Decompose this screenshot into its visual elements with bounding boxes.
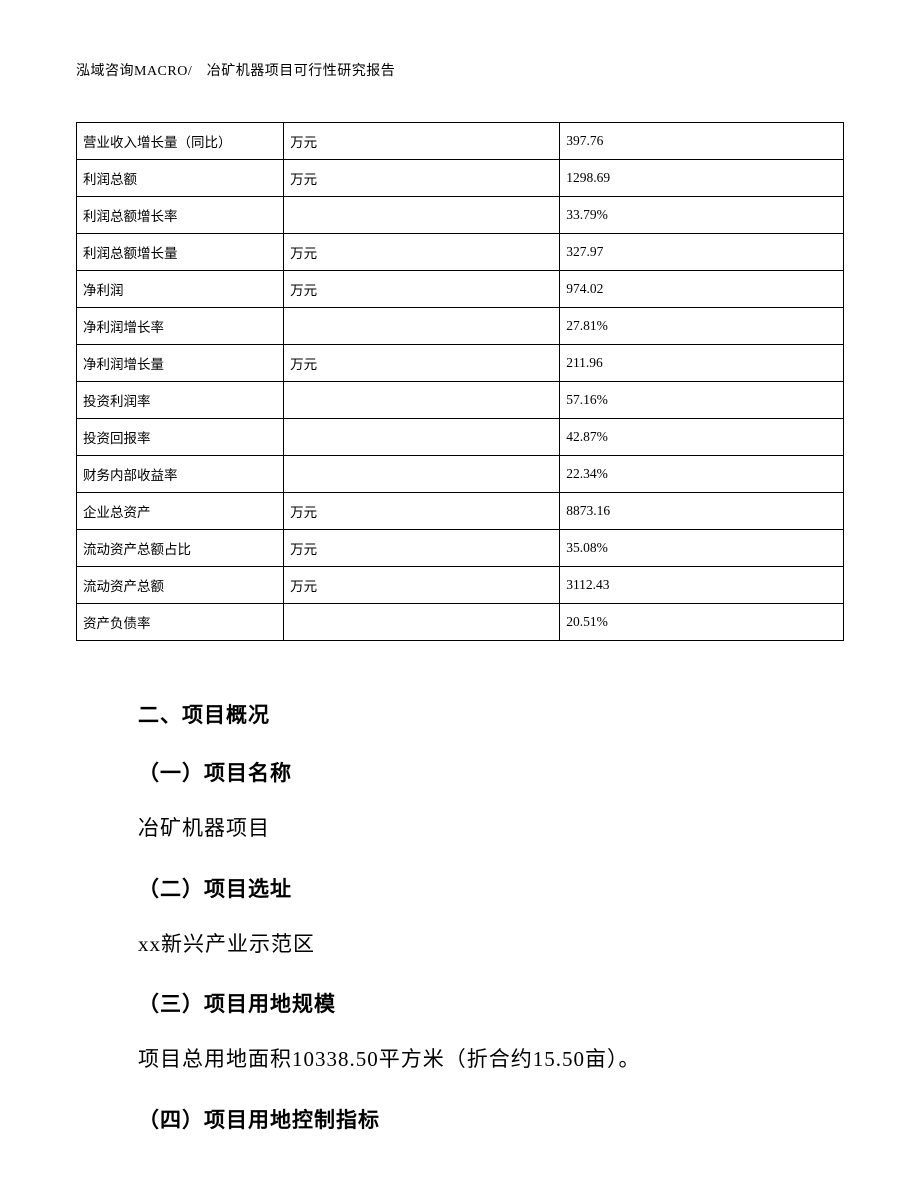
content-body: 二、项目概况 （一）项目名称 冶矿机器项目 （二）项目选址 xx新兴产业示范区 … (76, 699, 844, 1134)
cell-value: 974.02 (560, 271, 844, 308)
cell-label: 资产负债率 (77, 604, 284, 641)
cell-label: 营业收入增长量（同比） (77, 123, 284, 160)
table-row: 投资利润率 57.16% (77, 382, 844, 419)
cell-value: 397.76 (560, 123, 844, 160)
cell-value: 327.97 (560, 234, 844, 271)
cell-value: 20.51% (560, 604, 844, 641)
cell-unit: 万元 (284, 271, 560, 308)
cell-value: 33.79% (560, 197, 844, 234)
cell-label: 净利润增长率 (77, 308, 284, 345)
page-header: 泓域咨询MACRO/ 冶矿机器项目可行性研究报告 (76, 60, 844, 80)
cell-label: 财务内部收益率 (77, 456, 284, 493)
cell-unit: 万元 (284, 530, 560, 567)
cell-value: 211.96 (560, 345, 844, 382)
cell-unit (284, 419, 560, 456)
cell-value: 42.87% (560, 419, 844, 456)
cell-unit: 万元 (284, 234, 560, 271)
table-row: 流动资产总额占比 万元 35.08% (77, 530, 844, 567)
cell-value: 27.81% (560, 308, 844, 345)
table-row: 净利润增长率 27.81% (77, 308, 844, 345)
cell-value: 22.34% (560, 456, 844, 493)
subsection-heading-2: （二）项目选址 (138, 873, 814, 903)
cell-unit (284, 197, 560, 234)
page: 泓域咨询MACRO/ 冶矿机器项目可行性研究报告 营业收入增长量（同比） 万元 … (0, 0, 920, 1191)
subsection-heading-1: （一）项目名称 (138, 757, 814, 787)
table-row: 利润总额增长率 33.79% (77, 197, 844, 234)
table-row: 流动资产总额 万元 3112.43 (77, 567, 844, 604)
cell-value: 57.16% (560, 382, 844, 419)
subsection-body-1: 冶矿机器项目 (138, 813, 814, 845)
cell-unit (284, 308, 560, 345)
table-row: 投资回报率 42.87% (77, 419, 844, 456)
cell-unit (284, 456, 560, 493)
cell-label: 企业总资产 (77, 493, 284, 530)
table-row: 企业总资产 万元 8873.16 (77, 493, 844, 530)
subsection-body-3: 项目总用地面积10338.50平方米（折合约15.50亩）。 (138, 1044, 814, 1076)
section-heading: 二、项目概况 (138, 699, 814, 729)
cell-unit: 万元 (284, 123, 560, 160)
cell-label: 投资回报率 (77, 419, 284, 456)
cell-value: 35.08% (560, 530, 844, 567)
cell-value: 1298.69 (560, 160, 844, 197)
table-row: 利润总额增长量 万元 327.97 (77, 234, 844, 271)
cell-label: 利润总额增长率 (77, 197, 284, 234)
cell-unit (284, 604, 560, 641)
cell-label: 投资利润率 (77, 382, 284, 419)
subsection-heading-4: （四）项目用地控制指标 (138, 1104, 814, 1134)
cell-unit: 万元 (284, 567, 560, 604)
subsection-heading-3: （三）项目用地规模 (138, 988, 814, 1018)
subsection-body-2: xx新兴产业示范区 (138, 929, 814, 961)
cell-unit: 万元 (284, 345, 560, 382)
cell-label: 净利润增长量 (77, 345, 284, 382)
financial-table: 营业收入增长量（同比） 万元 397.76 利润总额 万元 1298.69 利润… (76, 122, 844, 641)
cell-label: 流动资产总额 (77, 567, 284, 604)
cell-unit: 万元 (284, 160, 560, 197)
financial-table-body: 营业收入增长量（同比） 万元 397.76 利润总额 万元 1298.69 利润… (77, 123, 844, 641)
cell-unit: 万元 (284, 493, 560, 530)
cell-label: 流动资产总额占比 (77, 530, 284, 567)
cell-value: 3112.43 (560, 567, 844, 604)
cell-unit (284, 382, 560, 419)
table-row: 财务内部收益率 22.34% (77, 456, 844, 493)
table-row: 净利润 万元 974.02 (77, 271, 844, 308)
table-row: 净利润增长量 万元 211.96 (77, 345, 844, 382)
table-row: 利润总额 万元 1298.69 (77, 160, 844, 197)
cell-label: 净利润 (77, 271, 284, 308)
table-row: 营业收入增长量（同比） 万元 397.76 (77, 123, 844, 160)
cell-label: 利润总额增长量 (77, 234, 284, 271)
cell-value: 8873.16 (560, 493, 844, 530)
table-row: 资产负债率 20.51% (77, 604, 844, 641)
cell-label: 利润总额 (77, 160, 284, 197)
